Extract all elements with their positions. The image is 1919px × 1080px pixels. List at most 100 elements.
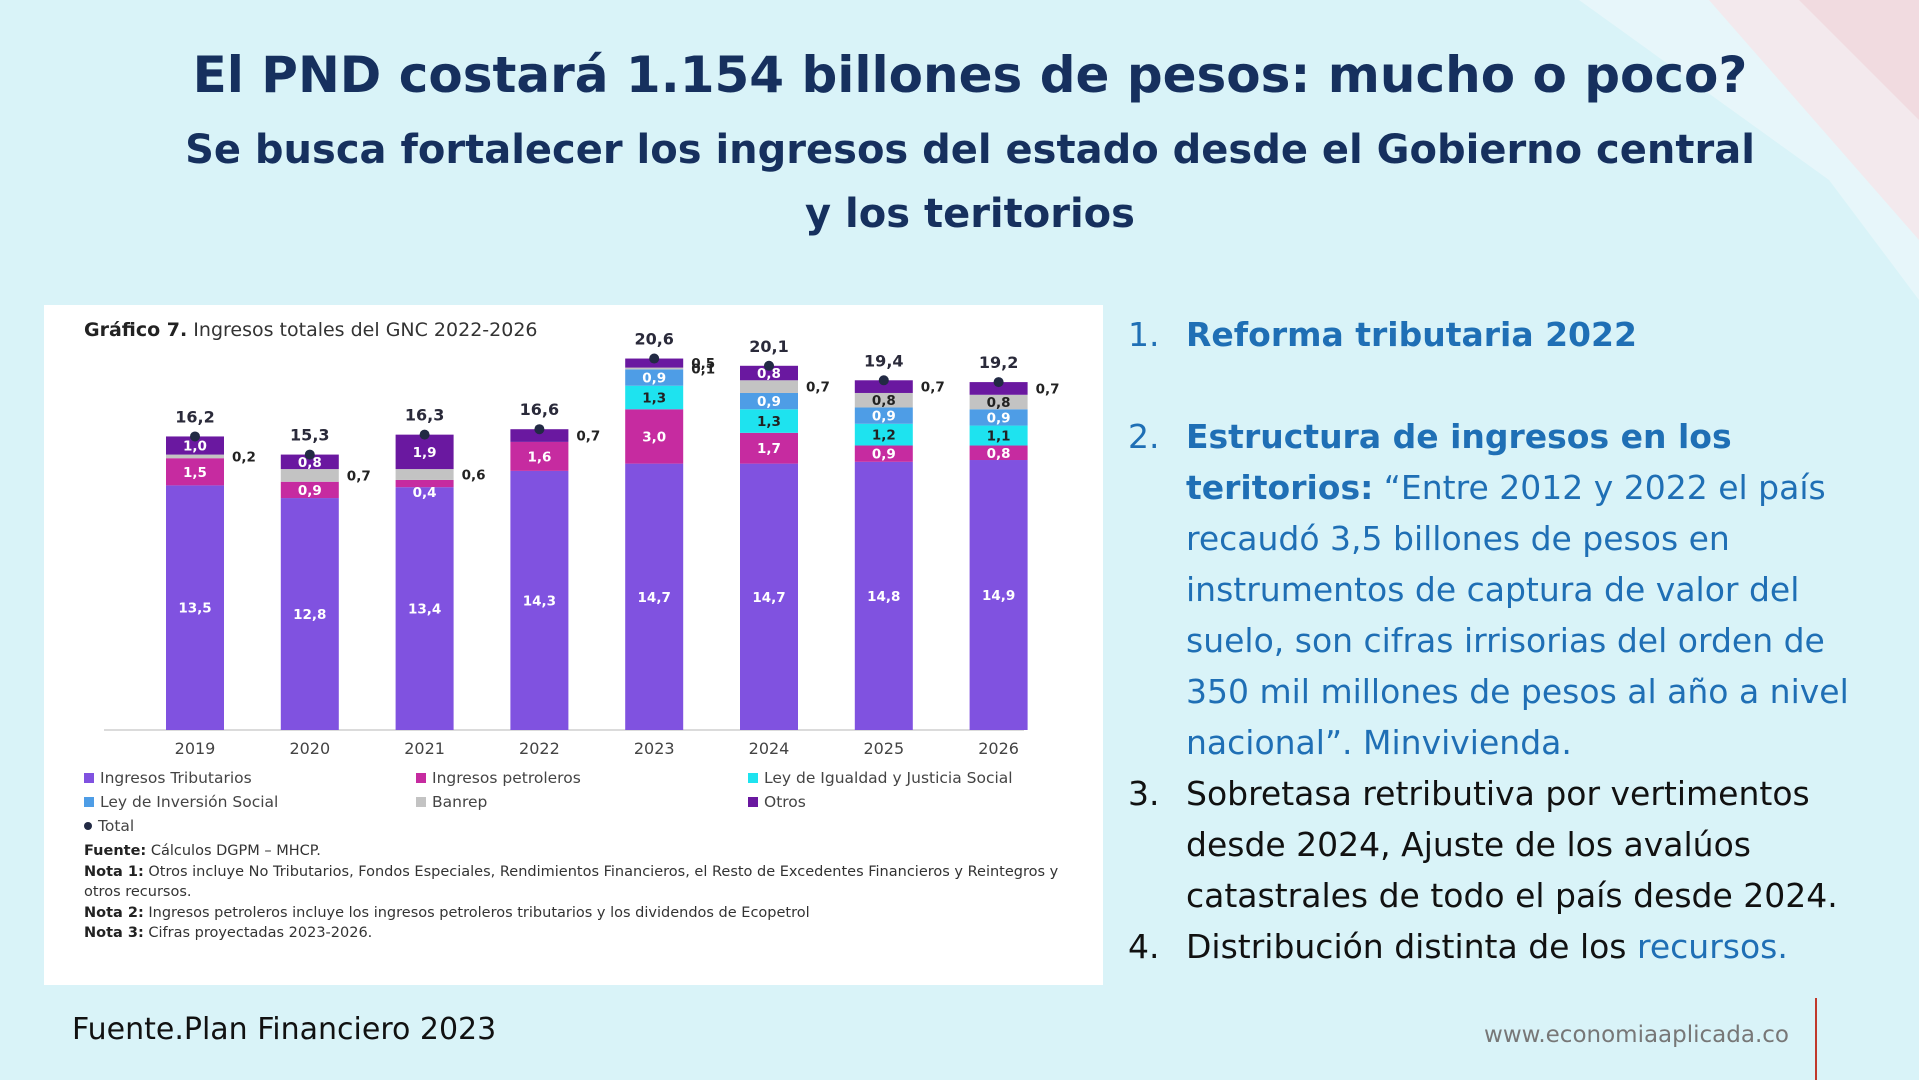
bar-label-otros-2024: 0,8 bbox=[757, 366, 781, 382]
bar-label-petroleros-2024: 1,7 bbox=[757, 441, 781, 457]
point-link[interactable]: recursos. bbox=[1636, 927, 1788, 966]
note-source: Fuente: Cálculos DGPM – MHCP. bbox=[84, 843, 321, 859]
x-tick-label-2023: 2023 bbox=[634, 739, 675, 758]
bar-segment-inversion-2026 bbox=[969, 409, 1028, 426]
point-number: 3. bbox=[1128, 774, 1160, 813]
total-label-2022: 16,6 bbox=[520, 400, 559, 419]
bar-label-banrep-2020: 0,7 bbox=[347, 468, 371, 484]
bar-segment-tributarios-2026 bbox=[969, 460, 1028, 730]
bar-label-otros-2022: 0,7 bbox=[576, 429, 600, 445]
bar-label-banrep-2025: 0,8 bbox=[872, 393, 896, 409]
point-text: Distribución distinta de los bbox=[1186, 927, 1637, 966]
bar-segment-otros-2021 bbox=[395, 434, 454, 470]
bar-segment-tributarios-2019 bbox=[166, 485, 224, 730]
bar-label-otros-2020: 0,8 bbox=[298, 455, 322, 471]
legend-swatch bbox=[84, 773, 94, 783]
total-marker-2022 bbox=[534, 424, 545, 435]
point-4: 4. Distribución distinta de los recursos… bbox=[1128, 921, 1868, 972]
total-label-2021: 16,3 bbox=[405, 406, 444, 425]
bar-segment-otros-2024 bbox=[740, 365, 798, 381]
legend-dot bbox=[84, 822, 92, 830]
total-label-2024: 20,1 bbox=[749, 337, 788, 356]
point-number: 2. bbox=[1128, 417, 1160, 456]
note-1: Nota 1: Otros incluye No Tributarios, Fo… bbox=[84, 863, 1059, 901]
bar-label-igualdad-2026: 1,1 bbox=[987, 429, 1011, 445]
legend-label: Banrep bbox=[432, 793, 488, 811]
bar-segment-otros-2025 bbox=[854, 380, 913, 393]
point-1: 1. Reforma tributaria 2022 bbox=[1128, 309, 1868, 360]
bar-segment-petroleros-2019 bbox=[166, 458, 224, 486]
bar-label-banrep-2021: 0,6 bbox=[462, 468, 486, 484]
total-marker-2024 bbox=[764, 360, 774, 371]
bar-segment-otros-2019 bbox=[166, 436, 224, 455]
chart-notes: Fuente: Cálculos DGPM – MHCP. Nota 1: Ot… bbox=[84, 841, 1084, 944]
point-2: 2. Estructura de ingresos en los teritor… bbox=[1128, 411, 1868, 768]
bar-label-banrep-2019: 0,2 bbox=[232, 449, 256, 465]
bar-segment-otros-2020 bbox=[280, 454, 339, 470]
bar-label-petroleros-2019: 1,5 bbox=[183, 465, 207, 481]
total-label-2020: 15,3 bbox=[290, 426, 329, 445]
footer-divider bbox=[1815, 998, 1817, 1080]
total-label-2026: 19,2 bbox=[979, 353, 1018, 372]
bar-label-inversion-2025: 0,9 bbox=[872, 409, 896, 425]
bar-segment-tributarios-2022 bbox=[510, 470, 569, 730]
total-marker-2023 bbox=[649, 353, 660, 364]
chart-heading-number: Gráfico 7. bbox=[84, 319, 188, 341]
total-marker-2026 bbox=[993, 377, 1004, 388]
bar-label-tributarios-2019: 13,5 bbox=[178, 601, 211, 617]
bar-label-otros-2021: 1,9 bbox=[413, 445, 437, 461]
chart-panel: Gráfico 7. Ingresos totales del GNC 2022… bbox=[44, 305, 1103, 985]
bar-segment-petroleros-2021 bbox=[395, 479, 454, 488]
bar-label-inversion-2026: 0,9 bbox=[987, 410, 1011, 426]
point-3: 3. Sobretasa retributiva por vertimentos… bbox=[1128, 768, 1868, 921]
legend-swatch bbox=[84, 797, 94, 807]
website-url[interactable]: www.economiaaplicada.co bbox=[1484, 1022, 1789, 1048]
bar-segment-otros-2022 bbox=[510, 429, 569, 442]
bar-label-tributarios-2025: 14,8 bbox=[867, 589, 900, 605]
bar-segment-otros-2026 bbox=[969, 382, 1028, 395]
bar-label-otros-2025: 0,7 bbox=[921, 380, 945, 396]
legend-label: Ingresos petroleros bbox=[432, 769, 581, 787]
bar-label-petroleros-2023: 3,0 bbox=[642, 429, 666, 445]
x-tick-label-2021: 2021 bbox=[404, 739, 445, 758]
total-label-2025: 19,4 bbox=[864, 351, 903, 370]
bar-segment-petroleros-2025 bbox=[854, 445, 913, 462]
bar-segment-inversion-2024 bbox=[740, 392, 798, 410]
x-tick-label-2022: 2022 bbox=[519, 739, 560, 758]
bar-segment-tributarios-2025 bbox=[854, 461, 913, 730]
corner-decoration bbox=[1579, 0, 1919, 300]
note-3: Nota 3: Cifras proyectadas 2023-2026. bbox=[84, 925, 373, 941]
bar-label-igualdad-2023: 1,3 bbox=[642, 390, 666, 406]
bar-segment-tributarios-2020 bbox=[280, 498, 339, 730]
bar-segment-igualdad-2025 bbox=[854, 423, 913, 446]
point-body: “Entre 2012 y 2022 el país recaudó 3,5 b… bbox=[1186, 468, 1849, 762]
bar-segment-inversion-2025 bbox=[854, 407, 913, 424]
bar-label-tributarios-2022: 14,3 bbox=[523, 593, 556, 609]
chart-title: Ingresos totales del GNC 2022-2026 bbox=[193, 319, 538, 341]
bar-label-otros-2019: 1,0 bbox=[183, 439, 207, 455]
bar-segment-petroleros-2026 bbox=[969, 445, 1028, 461]
legend-swatch bbox=[416, 773, 426, 783]
legend-label: Ingresos Tributarios bbox=[100, 769, 252, 787]
subtitle-line-1: Se busca fortalecer los ingresos del est… bbox=[185, 127, 1755, 173]
bar-segment-petroleros-2024 bbox=[740, 432, 798, 464]
bar-label-tributarios-2021: 13,4 bbox=[408, 602, 441, 618]
bar-label-tributarios-2026: 14,9 bbox=[982, 588, 1015, 604]
bar-label-petroleros-2025: 0,9 bbox=[872, 447, 896, 463]
bar-segment-banrep-2026 bbox=[969, 394, 1028, 410]
legend-item-tributarios: Ingresos Tributarios bbox=[84, 769, 252, 787]
bar-segment-petroleros-2023 bbox=[625, 409, 684, 464]
point-number: 4. bbox=[1128, 927, 1160, 966]
x-tick-label-2019: 2019 bbox=[175, 739, 216, 758]
legend-item-banrep: Banrep bbox=[416, 793, 487, 811]
bar-label-banrep-2026: 0,8 bbox=[987, 395, 1011, 411]
legend-label: Otros bbox=[764, 793, 806, 811]
point-text: Sobretasa retributiva por vertimentos de… bbox=[1186, 774, 1838, 915]
bar-segment-igualdad-2023 bbox=[625, 385, 684, 410]
total-label-2019: 16,2 bbox=[175, 407, 214, 426]
bar-label-tributarios-2020: 12,8 bbox=[293, 607, 326, 623]
legend-swatch bbox=[748, 773, 758, 783]
x-tick-label-2020: 2020 bbox=[289, 739, 330, 758]
bar-label-inversion-2023: 0,9 bbox=[642, 371, 666, 387]
bar-label-otros-2026: 0,7 bbox=[1036, 381, 1060, 397]
